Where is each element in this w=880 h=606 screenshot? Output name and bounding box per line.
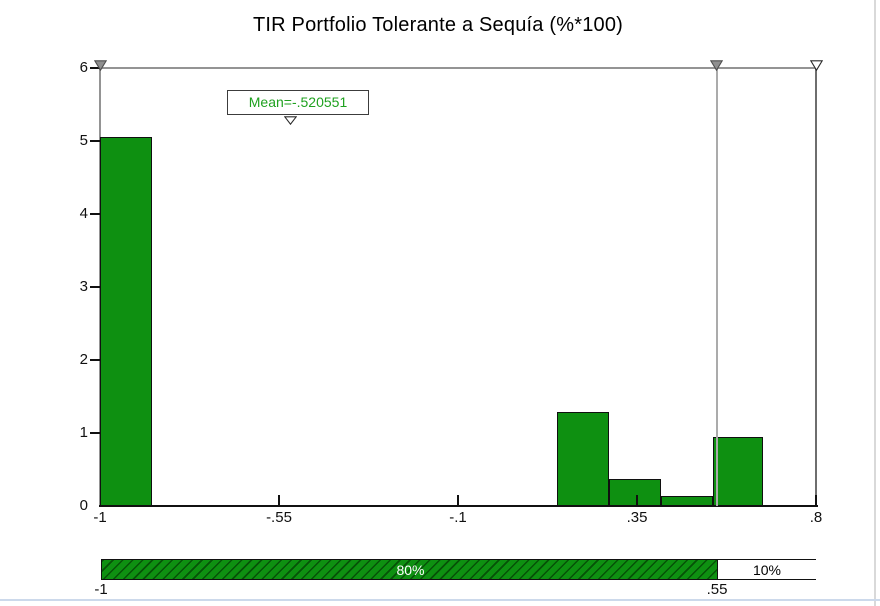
percent-segment-label: 80% [396,561,425,578]
percent-segment: 80% [102,560,719,579]
x-tick-mark [636,495,638,506]
histogram-bar [609,479,661,506]
mean-triangle-icon [283,116,298,126]
x-tick-mark [815,495,817,506]
delimiter-line [716,68,718,506]
y-tick-label: 1 [79,424,88,441]
window-bottom-edge [0,599,880,601]
plot-right-boundary-line [815,67,817,507]
right-delimiter-handle[interactable] [709,58,724,72]
x-tick-label: -.55 [266,509,292,526]
mean-pointer [283,112,298,126]
mean-annotation-box: Mean=-.520551 [227,90,369,115]
x-tick-label: .35 [626,509,648,526]
plot-top-boundary-line [100,67,817,69]
y-tick-label: 0 [79,497,88,514]
y-tick-mark [90,213,100,215]
bottom-bar-left-label: -1 [94,581,108,598]
histogram-bar [557,412,609,506]
filled-triangle-icon [93,60,108,72]
x-tick-label: -.1 [449,509,467,526]
bottom-bar-right-label: .55 [706,581,728,598]
percent-segment-label: 10% [752,561,782,578]
y-tick-mark [90,432,100,434]
left-delimiter-handle[interactable] [93,58,108,72]
y-tick-mark [90,140,100,142]
mean-annotation-label: Mean=-.520551 [248,94,348,110]
chart-title: TIR Portfolio Tolerante a Sequía (%*100) [252,14,624,36]
x-tick-label: .8 [809,509,823,526]
y-tick-label: 6 [79,59,88,76]
x-axis-line [99,505,818,507]
y-tick-mark [90,67,100,69]
delimiter-percent-bar: 80% 10% [101,559,816,580]
open-triangle-icon [809,60,824,72]
y-tick-mark [90,286,100,288]
histogram-bar [100,137,152,506]
x-tick-mark [278,495,280,506]
x-tick-mark [457,495,459,506]
y-tick-label: 5 [79,132,88,149]
y-tick-mark [90,359,100,361]
end-delimiter-handle[interactable] [809,58,824,72]
y-tick-label: 4 [79,205,88,222]
histogram-bar [713,437,763,506]
filled-triangle-icon [709,60,724,72]
x-tick-label: -1 [93,509,107,526]
y-tick-label: 3 [79,278,88,295]
window-right-edge [874,0,876,606]
y-tick-label: 2 [79,351,88,368]
percent-segment: 10% [717,560,816,579]
